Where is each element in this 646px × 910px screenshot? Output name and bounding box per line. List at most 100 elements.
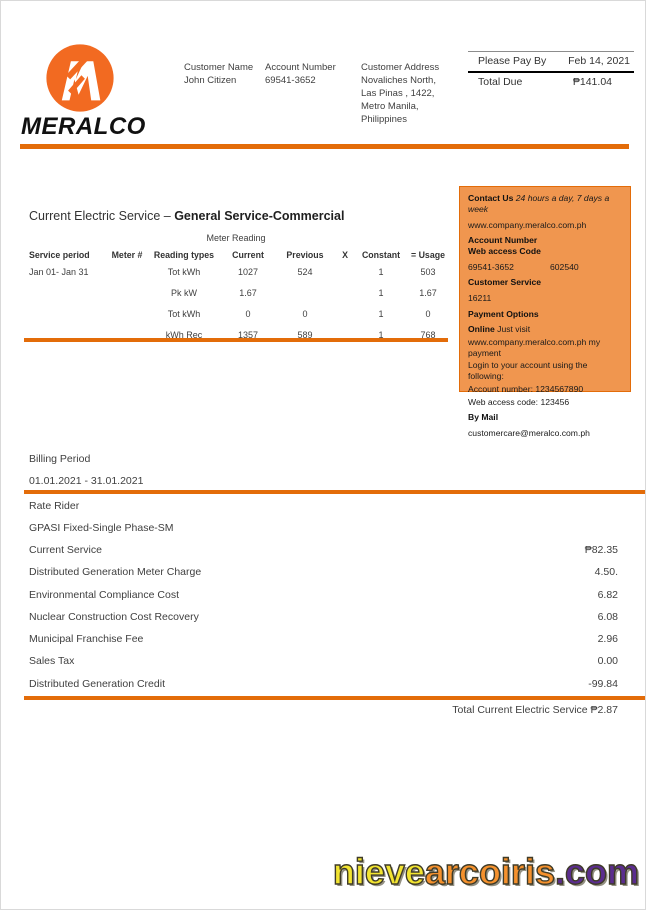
col-header: Meter # <box>111 250 143 260</box>
cell-reading-type: Tot kWh <box>167 309 201 319</box>
contact-us-title: Contact Us <box>468 193 514 203</box>
cell-previous: 0 <box>302 309 308 319</box>
total-amount: ₱2.87 <box>590 704 618 716</box>
header-divider <box>20 144 629 149</box>
pay-by-date: Feb 14, 2021 <box>568 55 630 67</box>
charge-row: Sales Tax 0.00 <box>29 655 618 677</box>
charge-row: Nuclear Construction Cost Recovery 6.08 <box>29 611 618 633</box>
meter-reading-title: Meter Reading <box>206 233 266 243</box>
col-header: Previous <box>286 250 324 260</box>
box-account-number-value: 69541-3652 <box>468 261 514 272</box>
customer-address-label: Customer Address <box>361 62 440 73</box>
cell-constant: 1 <box>378 288 384 298</box>
cell-reading-type: Pk kW <box>171 288 197 298</box>
section-title-service-type: General Service-Commercial <box>174 209 345 223</box>
total-due-amount: ₱141.04 <box>572 76 612 88</box>
meralco-logo-icon <box>46 44 114 112</box>
cell-constant: 1 <box>378 309 384 319</box>
charge-row: Distributed Generation Credit -99.84 <box>29 678 618 700</box>
watermark-part2: arcoiris <box>424 850 555 892</box>
cell-current: 1.67 <box>239 288 257 298</box>
billing-divider <box>24 490 645 494</box>
cell-previous: 589 <box>297 330 313 340</box>
billing-period-label: Billing Period <box>29 453 91 465</box>
customer-name-block: Customer Name John Citizen <box>184 61 264 87</box>
table-row: Pk kW 1.67 1 1.67 <box>26 288 450 309</box>
address-line: Novaliches North, <box>361 75 436 86</box>
pay-by-label: Please Pay By <box>478 55 547 67</box>
meter-reading-table: Service period Meter # Reading types Cur… <box>26 250 450 351</box>
charge-label: Distributed Generation Meter Charge <box>29 566 202 579</box>
charge-amount: ₱82.35 <box>584 544 618 556</box>
online-label: Online <box>468 324 495 335</box>
contact-hours: 24 hours a day, 7 days a week <box>468 193 610 214</box>
address-line: Las Pinas , 1422, <box>361 88 435 99</box>
table-row: kWh Rec 1357 589 1 768 <box>26 330 450 351</box>
charge-row: Environmental Compliance Cost 6.82 <box>29 589 618 611</box>
table-row: Tot kWh 0 0 1 0 <box>26 309 450 330</box>
meter-table-header-row: Service period Meter # Reading types Cur… <box>26 250 450 267</box>
site-watermark: nievearcoiris.com <box>332 850 640 893</box>
cell-previous: 524 <box>297 267 313 277</box>
sample-account-number: Account number: 1234567890 <box>468 383 584 394</box>
customer-service-number: 16211 <box>468 292 492 303</box>
cell-constant: 1 <box>378 330 384 340</box>
charges-list: Current Service ₱82.35 Distributed Gener… <box>29 544 618 700</box>
contact-website-link[interactable]: www.company.meralco.com.ph <box>468 219 587 230</box>
cell-usage: 768 <box>420 330 436 340</box>
col-header: = Usage <box>411 250 445 260</box>
col-header: Current <box>232 250 264 260</box>
charge-row: Municipal Franchise Fee 2.96 <box>29 633 618 655</box>
rate-rider-value: GPASI Fixed-Single Phase-SM <box>29 522 174 534</box>
payment-summary: Please Pay By Feb 14, 2021 Total Due ₱14… <box>468 51 634 88</box>
cell-usage: 0 <box>425 309 431 319</box>
web-access-code-label: Web access Code <box>468 246 541 257</box>
cell-current: 0 <box>245 309 251 319</box>
by-mail-label: By Mail <box>468 412 499 423</box>
charge-amount: 6.82 <box>597 588 618 601</box>
cell-reading-type: kWh Rec <box>165 330 203 340</box>
charge-label: Current Service <box>29 544 102 556</box>
charge-label: Municipal Franchise Fee <box>29 633 144 646</box>
watermark-part1: nieve <box>332 850 425 892</box>
payment-options-label: Payment Options <box>468 308 539 319</box>
charge-row: Current Service ₱82.35 <box>29 544 618 566</box>
total-due-label: Total Due <box>478 76 523 88</box>
box-account-number-label: Account Number <box>468 235 538 246</box>
charge-amount: 2.96 <box>597 633 618 646</box>
charge-label: Distributed Generation Credit <box>29 677 165 690</box>
watermark-part3: .com <box>554 850 639 892</box>
cell-reading-type: Tot kWh <box>167 267 201 277</box>
customer-name-label: Customer Name <box>184 62 254 73</box>
customer-service-label: Customer Service <box>468 277 542 288</box>
online-text: Just visit <box>497 324 531 335</box>
charge-amount: 4.50. <box>594 566 618 579</box>
account-number-block: Account Number 69541-3652 <box>265 61 357 87</box>
charge-amount: -99.84 <box>588 677 618 690</box>
brand-name: MERALCO <box>21 113 146 140</box>
rate-rider-label: Rate Rider <box>29 500 80 512</box>
customer-care-email-link[interactable]: customercare@meralco.com.ph <box>468 427 590 438</box>
total-label: Total Current Electric Service <box>452 704 591 716</box>
billing-period-value: 01.01.2021 - 31.01.2021 <box>29 475 144 487</box>
address-line: Philippines <box>361 114 407 125</box>
section-title: Current Electric Service – General Servi… <box>29 209 344 223</box>
cell-service-period: Jan 01- Jan 31 <box>29 267 89 277</box>
cell-usage: 1.67 <box>419 288 437 298</box>
charge-label: Sales Tax <box>29 655 75 668</box>
total-divider <box>24 696 645 700</box>
cell-current: 1027 <box>237 267 259 277</box>
table-row: Jan 01- Jan 31 Tot kWh 1027 524 1 503 <box>26 267 450 288</box>
col-header: Service period <box>29 250 90 260</box>
col-header: X <box>342 250 348 260</box>
contact-us-box: Contact Us 24 hours a day, 7 days a week… <box>459 186 631 438</box>
charge-label: Environmental Compliance Cost <box>29 588 179 601</box>
online-payment-link[interactable]: www.company.meralco.com.ph my payment <box>468 336 601 358</box>
online-instructions: Login to your account using the followin… <box>468 360 588 382</box>
account-number-value: 69541-3652 <box>265 75 316 86</box>
cell-current: 1357 <box>237 330 259 340</box>
col-header: Reading types <box>153 250 215 260</box>
customer-name-value: John Citizen <box>184 75 237 86</box>
charge-row: Distributed Generation Meter Charge 4.50… <box>29 566 618 588</box>
